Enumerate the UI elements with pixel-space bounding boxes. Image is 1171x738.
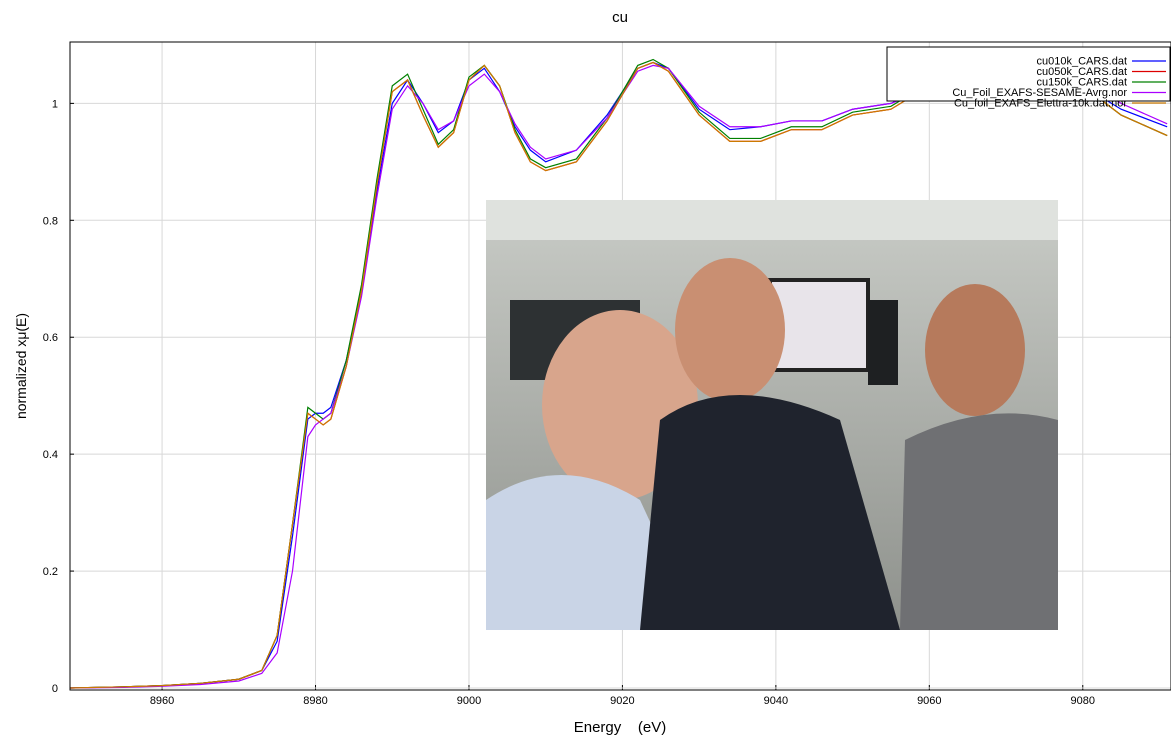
x-tick-label: 8960 [150,695,174,707]
y-tick-label: 0.8 [43,215,58,227]
legend-label: Cu_foil_EXAFS_Elettra-10k.dat.nor [954,98,1127,110]
y-tick-label: 0.6 [43,332,58,344]
chart-title: cu [612,9,628,26]
x-tick-label: 9040 [764,695,788,707]
x-tick-label: 9060 [917,695,941,707]
chart: cu Energy (eV) normalized xμ(E) cu010k_C… [0,0,1171,738]
y-tick-label: 0.2 [43,566,58,578]
y-tick-label: 0 [52,683,58,695]
x-tick-label: 9020 [610,695,634,707]
y-tick-label: 1 [52,98,58,110]
x-axis-label: Energy (eV) [574,719,667,736]
legend: cu010k_CARS.datcu050k_CARS.datcu150k_CAR… [887,47,1170,110]
y-tick-label: 0.4 [43,449,58,461]
y-axis-label: normalized xμ(E) [13,313,29,419]
x-tick-label: 9000 [457,695,481,707]
x-tick-label: 9080 [1071,695,1095,707]
photo [486,200,1058,630]
x-tick-label: 8980 [303,695,327,707]
